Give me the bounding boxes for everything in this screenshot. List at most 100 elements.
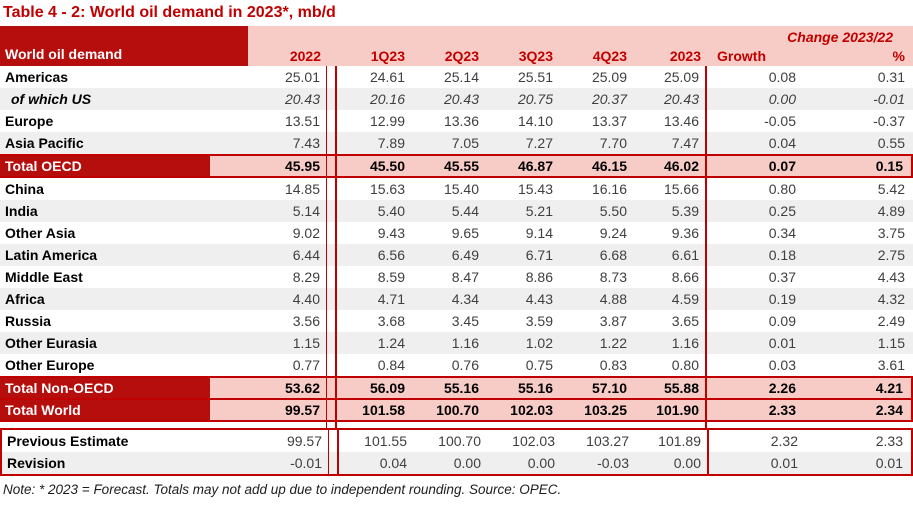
row-label: Africa [5, 291, 45, 307]
cell-2023: 4.59 [633, 288, 707, 310]
footer-row: Previous Estimate 99.57 101.55 100.70 102.03… [2, 430, 911, 452]
gap-cell [210, 422, 327, 428]
cell-percent: 1.15 [877, 335, 905, 351]
row-label: Revision [7, 455, 66, 471]
row-label: Asia Pacific [5, 135, 84, 151]
row-label: Total World [0, 400, 210, 420]
total-row: Total Non-OECD 53.62 56.09 55.16 55.16 57.10 5… [0, 376, 913, 400]
cell-2023: 6.61 [633, 244, 707, 266]
cell-percent: 2.33 [875, 433, 903, 449]
cell-2q23: 5.44 [451, 203, 479, 219]
cell-percent: 4.89 [877, 203, 905, 219]
cell-1q23: 101.55 [364, 433, 407, 449]
row-label: India [5, 203, 38, 219]
table-row: Asia Pacific 7.43 7.89 7.05 7.27 7.70 7.47 0.04… [0, 132, 913, 154]
cell-4q23: 1.22 [599, 335, 627, 351]
cell-3q23: 0.75 [525, 357, 553, 373]
row-label: Total OECD [0, 156, 210, 176]
cell-2022: 99.57 [212, 430, 329, 452]
cell-2q23: 6.49 [451, 247, 479, 263]
cell-1q23: 20.16 [369, 91, 405, 107]
cell-growth: 0.01 [770, 455, 798, 471]
gap-cell [485, 422, 559, 428]
cell-3q23: 15.43 [517, 181, 553, 197]
table-row: Middle East 8.29 8.59 8.47 8.86 8.73 8.66 0.37 4… [0, 266, 913, 288]
cell-3q23: 46.87 [517, 158, 553, 174]
cell-2022: 8.29 [210, 266, 327, 288]
cell-2023: 0.00 [635, 452, 709, 474]
cell-4q23: -0.03 [597, 455, 629, 471]
row-label: Latin America [5, 247, 98, 263]
cell-percent: 0.31 [877, 69, 905, 85]
cell-1q23: 1.24 [377, 335, 405, 351]
cell-4q23: 4.88 [599, 291, 627, 307]
column-header: 1Q23 [370, 48, 405, 64]
cell-2022: 5.14 [210, 200, 327, 222]
spacer-cell [327, 354, 337, 376]
cell-percent: 2.75 [877, 247, 905, 263]
column-header: 2022 [289, 48, 321, 64]
cell-4q23: 0.83 [599, 357, 627, 373]
cell-1q23: 15.63 [369, 181, 405, 197]
cell-2023: 46.02 [633, 156, 707, 176]
table-row: Africa 4.40 4.71 4.34 4.43 4.88 4.59 0.19 4.32 [0, 288, 913, 310]
spacer-cell [329, 430, 339, 452]
cell-2023: 55.88 [633, 378, 707, 398]
cell-1q23: 8.59 [377, 269, 405, 285]
cell-2022: 0.77 [210, 354, 327, 376]
cell-2023: 101.90 [633, 400, 707, 420]
cell-percent: 2.49 [877, 313, 905, 329]
cell-percent: -0.01 [873, 91, 905, 107]
cell-2022: 45.95 [210, 156, 327, 176]
column-header: 3Q23 [518, 48, 553, 64]
cell-percent: 0.15 [875, 158, 903, 174]
spacer-cell [327, 88, 337, 110]
cell-3q23: 102.03 [512, 433, 555, 449]
cell-2022: 53.62 [210, 378, 327, 398]
cell-3q23: 20.75 [517, 91, 553, 107]
cell-growth: 0.00 [768, 91, 796, 107]
cell-growth: 2.32 [770, 433, 798, 449]
cell-percent: 3.75 [877, 225, 905, 241]
cell-3q23: 8.86 [525, 269, 553, 285]
cell-1q23: 56.09 [369, 380, 405, 396]
cell-2q23: 7.05 [451, 135, 479, 151]
spacer-cell [327, 310, 337, 332]
footer-block: Previous Estimate 99.57 101.55 100.70 102.03… [0, 428, 913, 476]
row-label: Middle East [5, 269, 83, 285]
spacer-cell [327, 288, 337, 310]
row-label: Total Non-OECD [0, 378, 210, 398]
row-label: Russia [5, 313, 51, 329]
cell-2023: 5.39 [633, 200, 707, 222]
cell-2q23: 1.16 [451, 335, 479, 351]
cell-3q23: 4.43 [525, 291, 553, 307]
cell-4q23: 5.50 [599, 203, 627, 219]
cell-2022: 3.56 [210, 310, 327, 332]
cell-1q23: 7.89 [377, 135, 405, 151]
gap-cell [327, 422, 337, 428]
cell-percent: 4.43 [877, 269, 905, 285]
cell-4q23: 57.10 [591, 380, 627, 396]
cell-1q23: 4.71 [377, 291, 405, 307]
cell-3q23: 6.71 [525, 247, 553, 263]
cell-2023: 8.66 [633, 266, 707, 288]
row-label: Europe [5, 113, 54, 129]
cell-3q23: 7.27 [525, 135, 553, 151]
cell-4q23: 20.37 [591, 91, 627, 107]
cell-growth: 0.04 [768, 135, 796, 151]
spacer-cell [327, 156, 337, 176]
table-row: Other Eurasia 1.15 1.24 1.16 1.02 1.22 1.16 0.0… [0, 332, 913, 354]
cell-growth: 0.25 [768, 203, 796, 219]
table-row: Europe 13.51 12.99 13.36 14.10 13.37 13.46 -0.0… [0, 110, 913, 132]
cell-3q23: 9.14 [525, 225, 553, 241]
cell-4q23: 103.25 [584, 402, 627, 418]
cell-2q23: 0.76 [451, 357, 479, 373]
cell-percent: 5.42 [877, 181, 905, 197]
cell-2q23: 15.40 [443, 181, 479, 197]
row-label: China [5, 181, 44, 197]
cell-2022: 20.43 [210, 88, 327, 110]
cell-1q23: 24.61 [369, 69, 405, 85]
cell-percent: 0.01 [875, 455, 903, 471]
spacer-cell [329, 452, 339, 474]
